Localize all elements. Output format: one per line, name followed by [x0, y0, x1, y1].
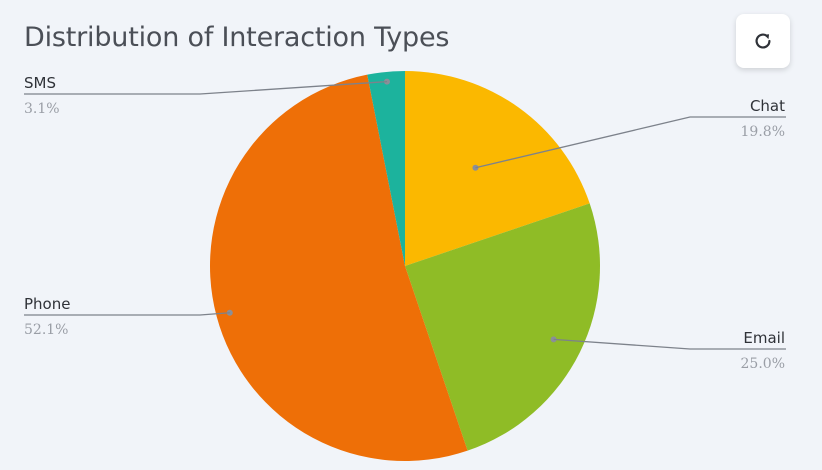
leader-line-phone — [24, 312, 230, 316]
refresh-button[interactable] — [736, 14, 790, 68]
pie-slice-sms[interactable] — [367, 71, 405, 266]
slice-percent-sms: 3.1% — [24, 101, 60, 117]
leader-line-chat — [475, 116, 786, 169]
slice-percent-chat: 19.8% — [741, 124, 785, 140]
slice-label-phone: Phone — [24, 295, 70, 313]
slice-label-email: Email — [743, 329, 785, 347]
pie-slice-phone[interactable] — [209, 74, 468, 461]
pie-slice-email[interactable] — [405, 203, 601, 451]
slice-label-sms: SMS — [24, 74, 56, 92]
leader-line-sms — [24, 80, 388, 95]
pie-slice-chat[interactable] — [405, 71, 590, 266]
chart-title: Distribution of Interaction Types — [24, 22, 450, 53]
refresh-icon — [755, 33, 771, 49]
slice-percent-phone: 52.1% — [24, 322, 68, 338]
leader-line-email — [553, 338, 786, 350]
slice-label-chat: Chat — [750, 97, 785, 115]
slice-percent-email: 25.0% — [741, 356, 785, 372]
